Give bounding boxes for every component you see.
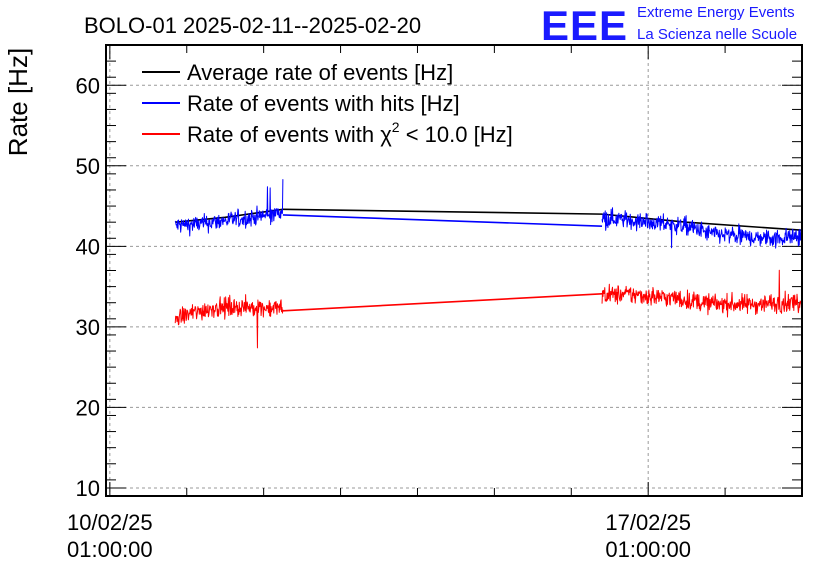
logo-line-1: Extreme Energy Events: [637, 4, 795, 21]
legend-label-chi2: Rate of events with χ2 < 10.0 [Hz]: [187, 119, 513, 147]
legend-label-average: Average rate of events [Hz]: [187, 60, 453, 85]
series-segment: [601, 207, 803, 249]
series-segment: [601, 269, 803, 318]
legend-label-chi2-symbol: χ: [380, 122, 392, 147]
series-gap-line: [282, 293, 603, 312]
grid-lines: [106, 45, 802, 496]
legend-item-average: Average rate of events [Hz]: [142, 60, 453, 85]
x-tick-label-time: 01:00:00: [605, 537, 691, 562]
legend-label-chi2-main: Rate of events with: [187, 122, 380, 147]
y-tick-label: 30: [76, 315, 100, 340]
y-tick-label: 10: [76, 476, 100, 501]
plot-frame: [105, 44, 803, 497]
y-tick-labels: 10 20 30 40 50 60: [76, 73, 100, 501]
legend-label-chi2-sup: 2: [392, 119, 400, 135]
series-gap-line: [282, 208, 603, 215]
legend-label-chi2-tail: < 10.0 [Hz]: [400, 122, 513, 147]
series-hits: [174, 179, 803, 249]
y-tick-label: 20: [76, 395, 100, 420]
y-tick-label: 40: [76, 234, 100, 259]
y-tick-label: 60: [76, 73, 100, 98]
eee-logo: EEE Extreme Energy Events La Scienza nel…: [541, 2, 797, 49]
legend-item-chi2: Rate of events with χ2 < 10.0 [Hz]: [142, 119, 513, 147]
series-layer: [174, 179, 803, 349]
chart-title: BOLO-01 2025-02-11--2025-02-20: [84, 13, 421, 38]
series-chi2: [174, 269, 803, 349]
legend-label-hits: Rate of events with hits [Hz]: [187, 91, 460, 116]
y-axis-title: Rate [Hz]: [3, 48, 33, 156]
legend-item-hits: Rate of events with hits [Hz]: [142, 91, 460, 116]
series-segment: [174, 179, 284, 237]
legend: Average rate of events [Hz] Rate of even…: [142, 60, 513, 147]
x-tick-label-date: 17/02/25: [605, 510, 691, 535]
series-gap-line: [282, 214, 603, 228]
logo-line-2: La Scienza nelle Scuole: [637, 26, 797, 43]
y-tick-label: 50: [76, 154, 100, 179]
logo-mark: EEE: [541, 2, 628, 49]
x-tick-label-time: 01:00:00: [67, 537, 153, 562]
series-segment: [174, 294, 284, 349]
axis-ticks: [106, 44, 803, 497]
x-tick-label-date: 10/02/25: [67, 510, 153, 535]
